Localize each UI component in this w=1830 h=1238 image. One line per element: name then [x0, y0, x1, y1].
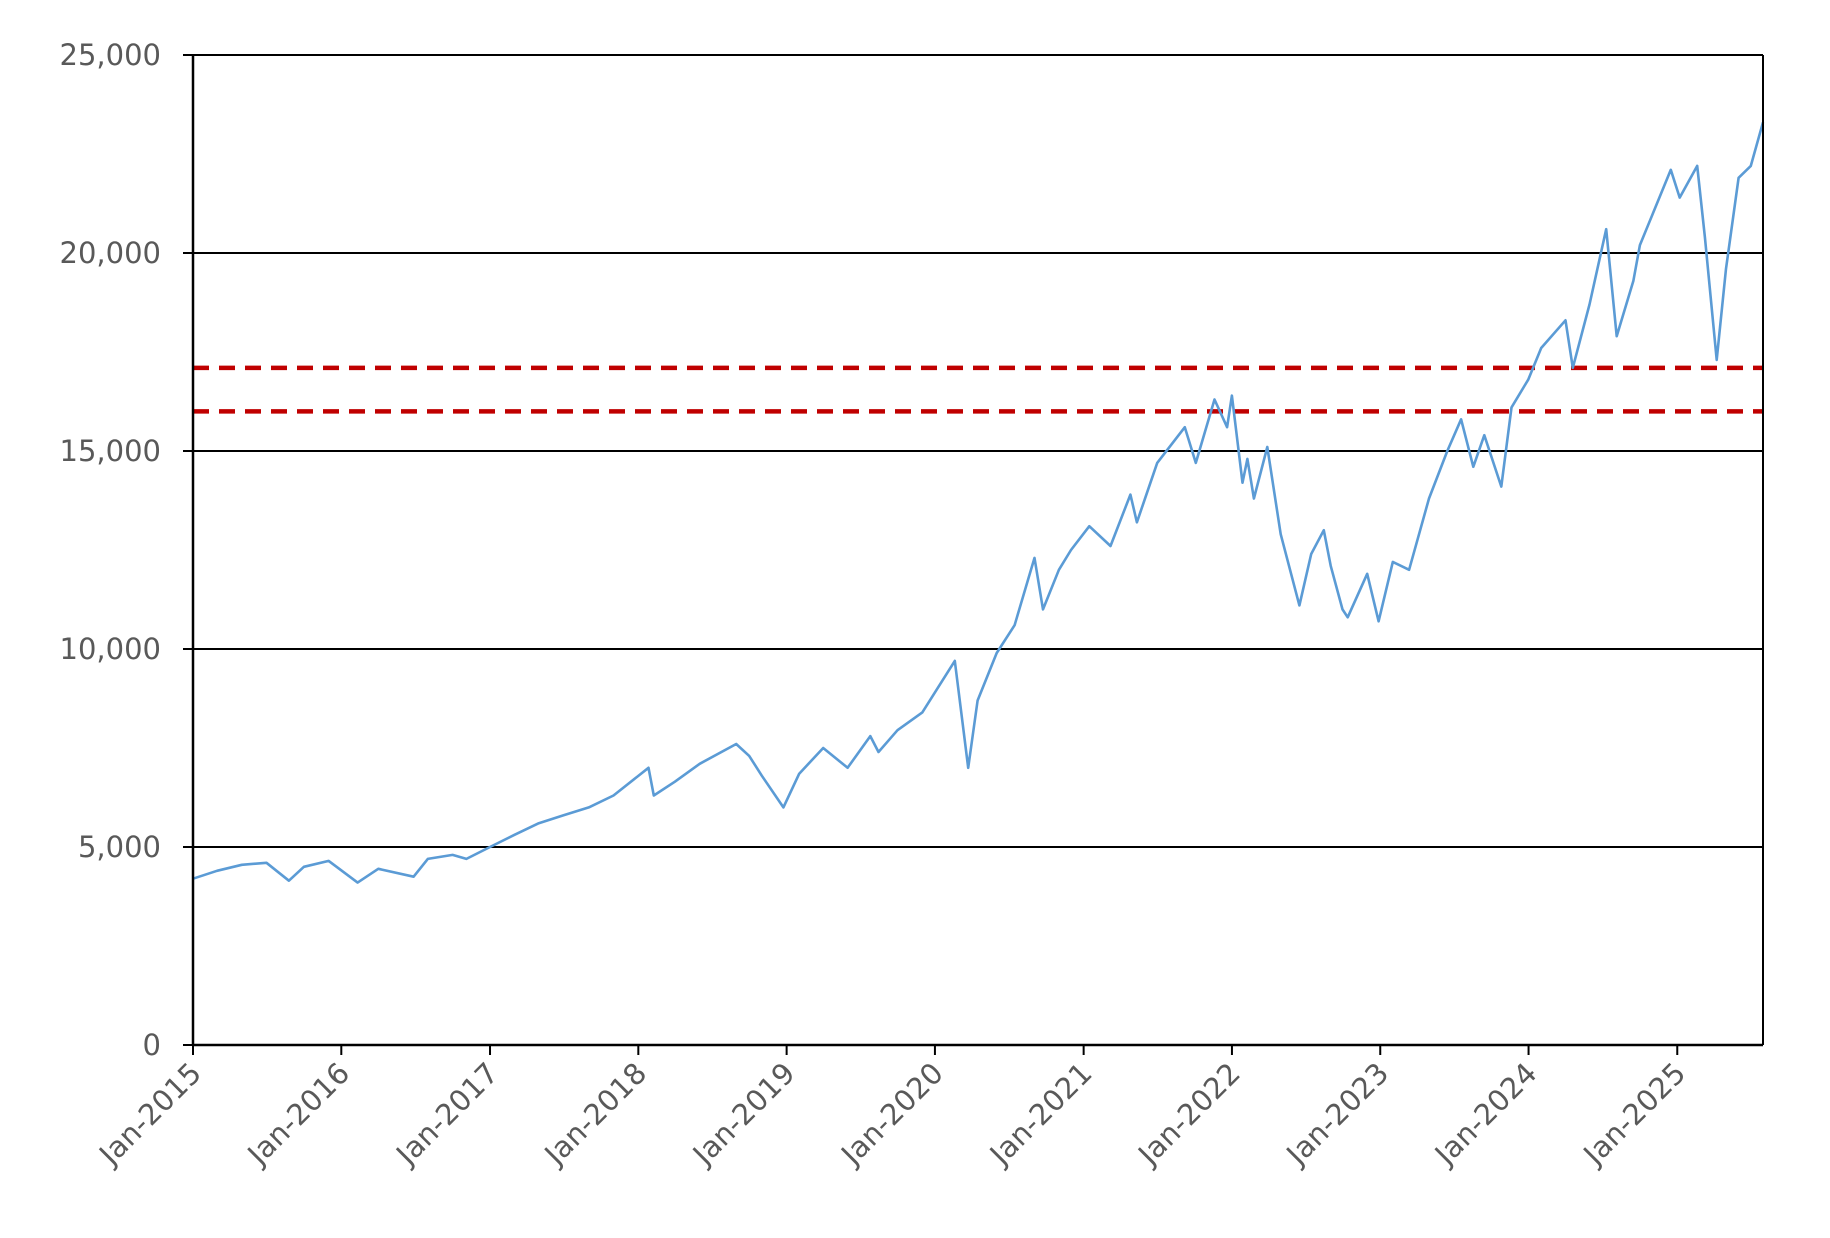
- axes: [183, 54, 1764, 1055]
- y-tick-label: 15,000: [60, 434, 161, 468]
- reference-lines: [193, 365, 1763, 414]
- y-tick-label: 25,000: [60, 38, 161, 72]
- y-tick-label: 5,000: [78, 830, 161, 864]
- series-layer: [192, 121, 1765, 884]
- y-tick-label: 0: [143, 1028, 161, 1062]
- series-line: [192, 121, 1765, 884]
- y-tick-label: 20,000: [60, 236, 161, 270]
- y-tick-label: 10,000: [60, 632, 161, 666]
